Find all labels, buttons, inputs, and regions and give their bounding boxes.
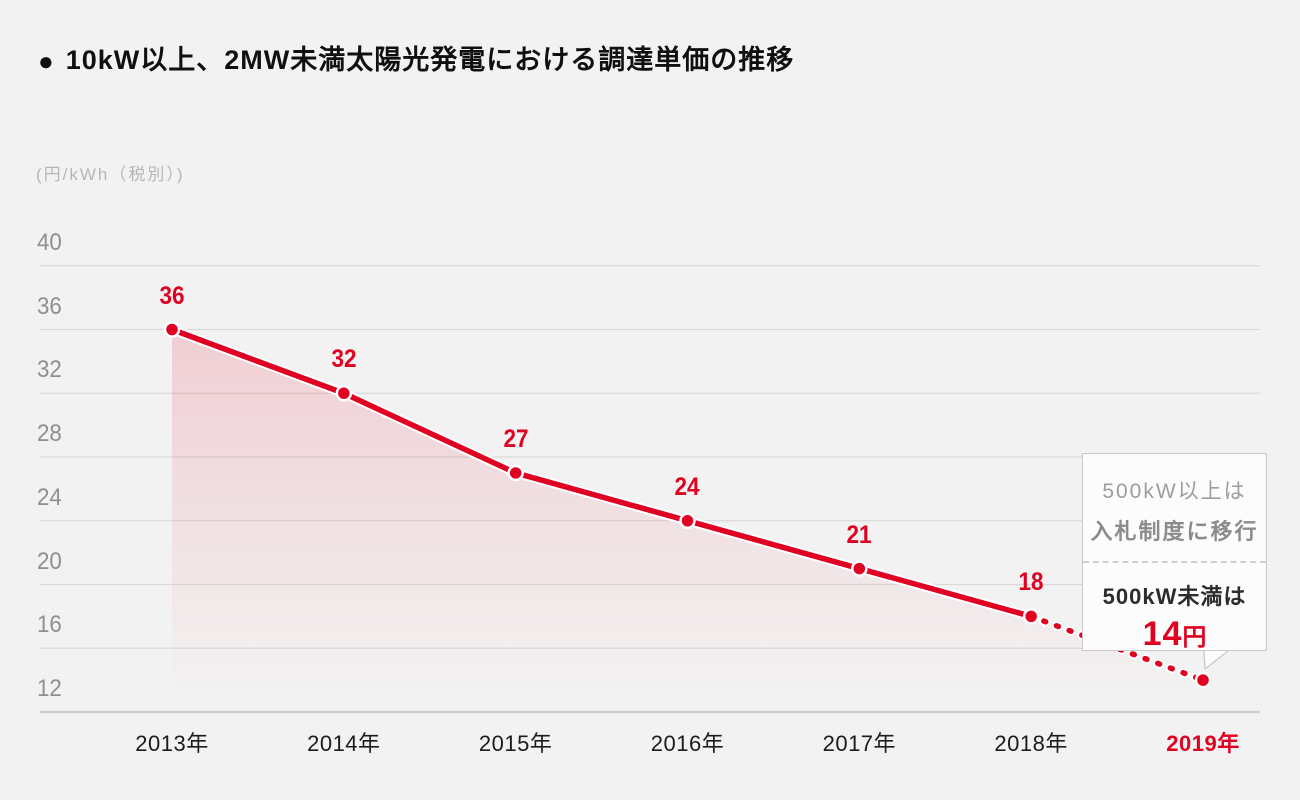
y-axis-unit-label: (円/kWh（税別）)	[36, 165, 185, 184]
callout-bidding-system-label: 入札制度に移行	[1090, 519, 1259, 544]
callout-tail-icon	[1203, 650, 1229, 670]
callout-over-500kw-label: 500kW以上は	[1102, 480, 1247, 503]
value-label-2015年: 27	[503, 424, 529, 453]
bullet-icon: ●	[38, 46, 54, 77]
x-label-2019年: 2019年	[1166, 731, 1240, 756]
data-point-2015年	[507, 464, 524, 482]
value-label-2013年: 36	[159, 281, 185, 310]
y-tick-label-16: 16	[37, 611, 62, 639]
data-point-2019年	[1194, 671, 1212, 689]
x-label-2016年: 2016年	[650, 731, 725, 756]
data-point-2017年	[851, 560, 868, 577]
x-label-2014年: 2014年	[307, 731, 381, 756]
callout-price-unit: 円	[1182, 624, 1207, 651]
callout-divider	[1083, 561, 1266, 563]
data-point-2014年	[335, 385, 353, 402]
y-tick-label-20: 20	[37, 547, 62, 575]
y-tick-label-40: 40	[37, 228, 62, 256]
value-label-2017年: 21	[846, 520, 872, 549]
data-point-2016年	[679, 512, 696, 529]
y-tick-label-32: 32	[37, 356, 62, 384]
callout-under-500kw-label: 500kW未満は	[1102, 584, 1247, 609]
callout-price: 14円	[1083, 615, 1266, 654]
trend-line	[169, 326, 1034, 620]
callout-box: 500kW以上は 入札制度に移行 500kW未満は 14円	[1082, 453, 1267, 654]
callout-price-value: 14	[1142, 615, 1183, 653]
data-point-2018年	[1022, 608, 1040, 625]
x-label-2013年: 2013年	[135, 731, 209, 756]
y-tick-label-36: 36	[37, 292, 62, 320]
y-tick-label-24: 24	[37, 483, 62, 511]
value-label-2016年: 24	[674, 472, 700, 501]
value-label-2018年: 18	[1018, 568, 1044, 597]
page-title: ● 10kW以上、2MW未満太陽光発電における調達単価の推移	[38, 44, 794, 76]
y-tick-label-12: 12	[37, 675, 62, 702]
value-label-2014年: 32	[331, 345, 357, 374]
forecast-dotted-line	[1028, 613, 1206, 683]
x-label-2018年: 2018年	[994, 731, 1068, 756]
page-title-text: 10kW以上、2MW未満太陽光発電における調達単価の推移	[65, 45, 795, 75]
data-point-2013年	[163, 321, 181, 338]
x-label-2017年: 2017年	[822, 731, 897, 756]
x-label-2015年: 2015年	[478, 731, 553, 756]
y-tick-label-28: 28	[37, 420, 62, 447]
